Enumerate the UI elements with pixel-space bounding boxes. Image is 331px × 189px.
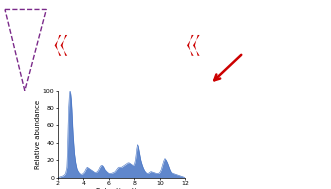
Y-axis label: Relative abundance: Relative abundance [35,100,41,169]
Polygon shape [61,35,67,56]
Polygon shape [193,35,200,56]
Polygon shape [55,35,61,56]
Polygon shape [187,35,194,56]
X-axis label: Retention time: Retention time [96,187,147,189]
